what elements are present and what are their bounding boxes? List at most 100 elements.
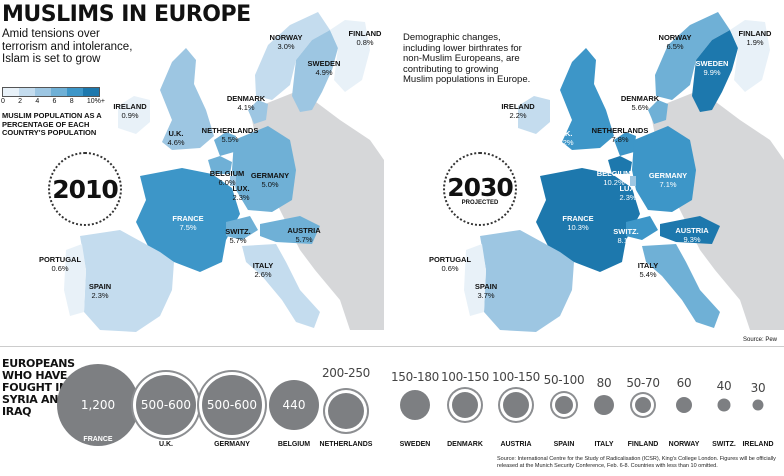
- label-germany-2030: GERMANY 7.1%: [648, 171, 688, 189]
- bubble-label: SWEDEN: [399, 441, 431, 448]
- country-norway: [255, 12, 330, 100]
- bubble-label: AUSTRIA: [500, 441, 532, 448]
- bubble-value-above: 100-150: [440, 370, 490, 384]
- bubble-ireland: [752, 399, 764, 411]
- country-france-2030: [536, 168, 640, 272]
- bubble-finland: [635, 397, 651, 413]
- country-austria-2030: [660, 216, 720, 244]
- legend-tick: 0: [1, 98, 5, 105]
- label-norway-2030: NORWAY 6.5%: [658, 33, 692, 51]
- bubble-italy: [594, 395, 614, 415]
- country-luxembourg: [230, 176, 236, 186]
- bubble-value-above: 150-180: [390, 370, 440, 384]
- country-portugal: [64, 244, 86, 316]
- label-uk-2030: U.K. 8.2%: [556, 129, 574, 147]
- map-2030-description: Demographic changes, including lower bir…: [403, 32, 531, 85]
- label-italy-2030: ITALY 5.4%: [637, 261, 659, 279]
- label-italy-2010: ITALY 2.6%: [252, 261, 274, 279]
- country-uk-2030: [560, 48, 614, 150]
- label-france-2030: FRANCE 10.3%: [562, 214, 594, 232]
- legend-tick: 4: [35, 98, 40, 105]
- label-finland-2010: FINLAND 0.8%: [348, 29, 382, 47]
- country-spain-2030: [480, 230, 574, 332]
- bubble-value: 500-600: [206, 398, 258, 412]
- country-belgium: [208, 156, 232, 174]
- country-spain: [80, 230, 174, 332]
- label-france-2010: FRANCE 7.5%: [172, 214, 204, 232]
- legend-scale: [2, 87, 100, 97]
- country-italy-2030: [642, 244, 720, 328]
- country-finland-2030: [730, 20, 770, 92]
- bubble-label: SPAIN: [553, 441, 575, 448]
- country-netherlands: [214, 132, 236, 156]
- legend-swatch: [19, 88, 35, 96]
- country-switzerland-2030: [626, 216, 658, 240]
- country-austria: [260, 216, 320, 244]
- page-title: MUSLIMS IN EUROPE: [2, 2, 251, 27]
- bubble-norway: [676, 397, 692, 413]
- legend-swatch: [83, 88, 99, 96]
- footnote: Source: International Centre for the Stu…: [497, 456, 776, 469]
- fighters-heading: EUROPEANS WHO HAVE FOUGHT IN SYRIA AND I…: [2, 357, 75, 418]
- bubble-belgium: 440: [269, 380, 319, 430]
- bubble-label: DENMARK: [447, 441, 483, 448]
- label-germany-2010: GERMANY 5.0%: [250, 171, 290, 189]
- bubble-value-above: 60: [676, 376, 692, 390]
- country-germany-2030: [632, 126, 696, 212]
- country-sweden: [292, 30, 338, 112]
- bubble-value: 500-600: [140, 398, 192, 412]
- bubble-label: U.K.: [159, 441, 173, 448]
- label-lux-2030: LUX. 2.3%: [619, 184, 637, 202]
- bubble-value-above: 200-250: [321, 366, 371, 380]
- country-france: [136, 168, 240, 272]
- label-belgium-2030: BELGIUM 10.2%: [596, 169, 632, 187]
- bubble-austria: [503, 392, 529, 418]
- label-ireland-2010: IRELAND 0.9%: [113, 102, 147, 120]
- year-label: 2010: [52, 174, 119, 204]
- label-uk-2010: U.K. 4.6%: [167, 129, 185, 147]
- bubble-sweden: [400, 390, 430, 420]
- country-italy: [242, 244, 320, 328]
- country-luxembourg-2030: [630, 176, 636, 186]
- country-belgium-2030: [608, 156, 632, 174]
- label-austria-2030: AUSTRIA 9.3%: [675, 226, 709, 244]
- bubble-value-above: 40: [716, 379, 732, 393]
- label-spain-2030: SPAIN 3.7%: [474, 282, 498, 300]
- country-ireland-2030: [518, 96, 550, 134]
- bubble-label: ITALY: [594, 441, 614, 448]
- year-label: 2030: [447, 172, 514, 202]
- label-netherlands-2010: NETHERLANDS 5.5%: [201, 126, 259, 144]
- label-sweden-2010: SWEDEN 4.9%: [307, 59, 341, 77]
- label-denmark-2030: DENMARK 5.6%: [620, 94, 660, 112]
- label-austria-2010: AUSTRIA 5.7%: [287, 226, 321, 244]
- bubble-netherlands: [328, 393, 364, 429]
- bubble-label: FRANCE: [83, 436, 113, 443]
- country-germany: [232, 126, 296, 212]
- label-denmark-2010: DENMARK 4.1%: [226, 94, 266, 112]
- section-divider: [0, 346, 784, 347]
- legend-ticks: 0 2 4 6 8 10%+: [1, 98, 105, 105]
- country-denmark-2030: [648, 100, 668, 124]
- subtitle: Amid tensions over terrorism and intoler…: [2, 28, 133, 65]
- country-sweden-2030: [692, 30, 738, 112]
- label-norway-2010: NORWAY 3.0%: [269, 33, 303, 51]
- label-switz-2010: SWITZ. 5.7%: [225, 227, 251, 245]
- country-finland: [330, 20, 370, 92]
- label-sweden-2030: SWEDEN 9.9%: [695, 59, 729, 77]
- label-ireland-2030: IRELAND 2.2%: [501, 102, 535, 120]
- bubble-denmark: [452, 392, 478, 418]
- label-switz-2030: SWITZ. 8.1%: [613, 227, 639, 245]
- country-denmark: [248, 100, 268, 124]
- label-belgium-2010: BELGIUM 6.0%: [209, 169, 245, 187]
- country-switzerland: [226, 216, 258, 240]
- label-portugal-2030: PORTUGAL 0.6%: [428, 255, 472, 273]
- label-finland-2030: FINLAND 1.9%: [738, 29, 772, 47]
- map-2030: [464, 12, 784, 332]
- bubble-spain: [555, 396, 573, 414]
- legend-swatch: [51, 88, 67, 96]
- bubble-germany: 500-600: [202, 375, 262, 435]
- legend-tick: 6: [52, 98, 57, 105]
- map-2010: [64, 12, 384, 332]
- legend-tick: 10%+: [86, 98, 105, 105]
